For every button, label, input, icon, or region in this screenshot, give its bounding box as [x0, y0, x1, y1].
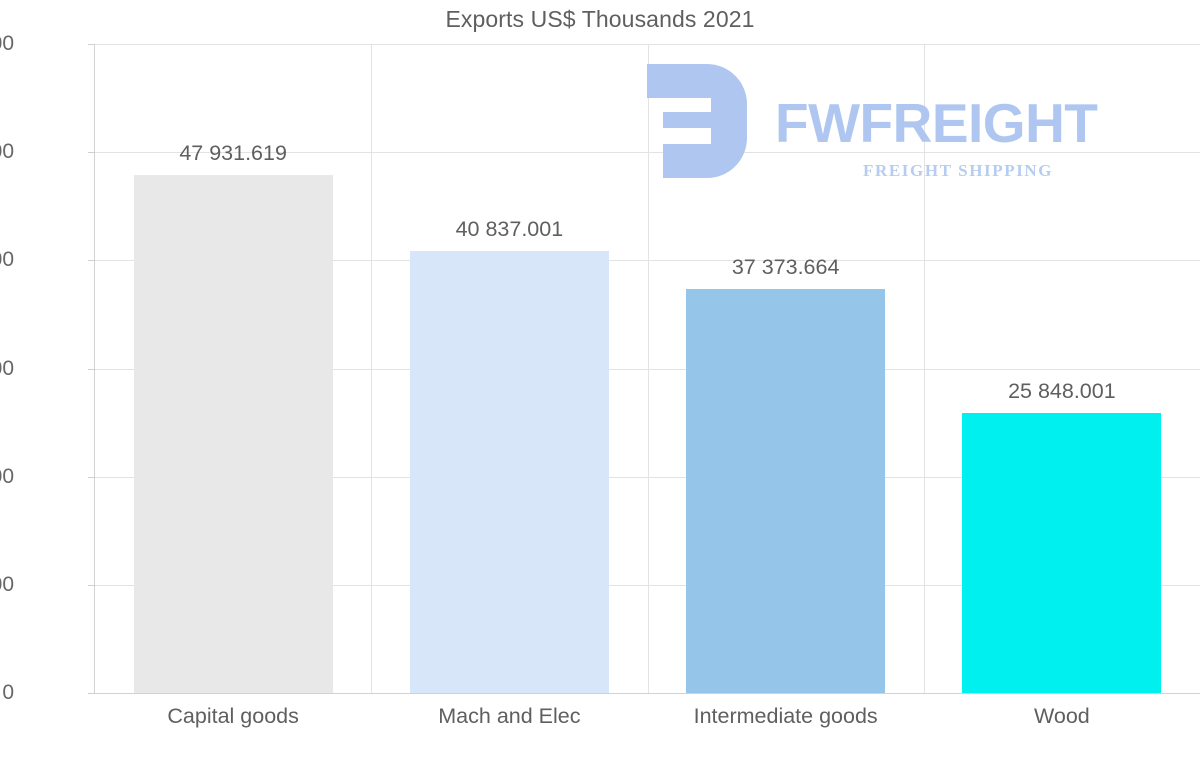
x-axis-line	[95, 693, 1200, 694]
y-tick-label: 60 000	[0, 32, 14, 55]
y-tick-mark	[88, 584, 95, 586]
bar-value-label: 40 837.001	[455, 217, 564, 242]
x-tick-label: Intermediate goods	[693, 704, 878, 728]
x-tick-label: Capital goods	[167, 704, 299, 728]
y-tick-mark	[88, 693, 95, 694]
y-tick-mark	[88, 44, 95, 45]
x-tick-label: Wood	[1033, 704, 1090, 728]
y-tick-mark	[88, 368, 95, 370]
gridline-horizontal	[95, 368, 1200, 370]
y-tick-label: 10 000	[0, 572, 14, 596]
plot-area	[95, 44, 1200, 693]
y-tick-mark	[88, 260, 95, 262]
gridline-vertical	[924, 44, 925, 693]
y-tick-mark	[88, 152, 95, 154]
y-tick-label: 0	[2, 681, 14, 704]
gridline-horizontal	[95, 584, 1200, 586]
chart-title: Exports US$ Thousands 2021	[445, 6, 755, 32]
y-tick-label: 40 000	[0, 248, 14, 272]
bar[interactable]	[133, 174, 333, 693]
gridline-vertical	[371, 44, 372, 693]
y-tick-label: 50 000	[0, 140, 14, 164]
bar-value-label: 37 373.664	[731, 254, 840, 279]
y-tick-mark	[88, 476, 95, 478]
y-tick-label: 20 000	[0, 464, 14, 488]
x-tick-label: Mach and Elec	[438, 704, 581, 728]
gridline-vertical	[648, 44, 649, 693]
y-tick-label: 30 000	[0, 356, 14, 380]
bar[interactable]	[686, 288, 886, 693]
bar[interactable]	[409, 251, 609, 693]
bar-value-label: 47 931.619	[179, 140, 287, 165]
gridline-horizontal	[95, 44, 1200, 45]
gridline-horizontal	[95, 260, 1200, 262]
bar-value-label: 25 848.001	[1008, 379, 1116, 404]
gridline-horizontal	[95, 476, 1200, 478]
bar[interactable]	[962, 413, 1162, 693]
